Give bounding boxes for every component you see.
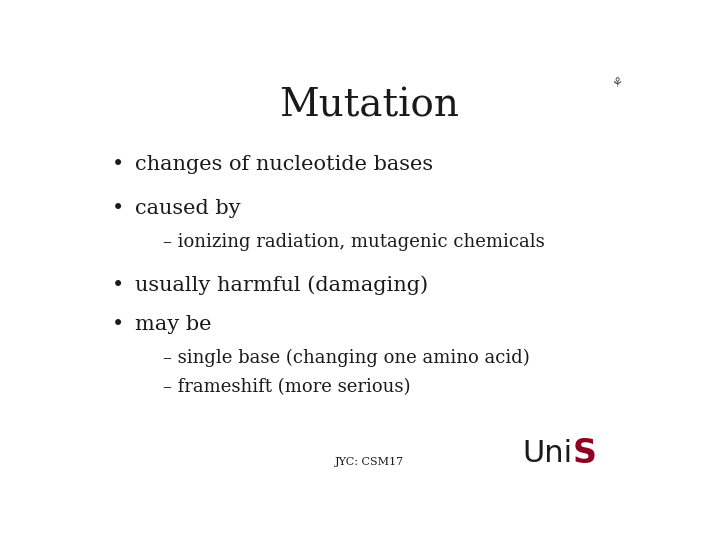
Text: S: S: [572, 437, 597, 470]
Text: Mutation: Mutation: [279, 88, 459, 125]
Text: – ionizing radiation, mutagenic chemicals: – ionizing radiation, mutagenic chemical…: [163, 233, 544, 251]
Text: Uni: Uni: [523, 439, 572, 468]
Text: •: •: [112, 276, 125, 295]
Text: •: •: [112, 315, 125, 334]
Text: JYC: CSM17: JYC: CSM17: [334, 457, 404, 467]
Text: caused by: caused by: [135, 199, 240, 218]
Text: may be: may be: [135, 315, 211, 334]
Text: changes of nucleotide bases: changes of nucleotide bases: [135, 155, 433, 174]
Text: – frameshift (more serious): – frameshift (more serious): [163, 378, 410, 396]
Text: usually harmful (damaging): usually harmful (damaging): [135, 275, 428, 295]
Text: – single base (changing one amino acid): – single base (changing one amino acid): [163, 349, 529, 367]
Text: •: •: [112, 155, 125, 174]
Text: •: •: [112, 199, 125, 218]
Text: ⚘: ⚘: [612, 77, 623, 90]
